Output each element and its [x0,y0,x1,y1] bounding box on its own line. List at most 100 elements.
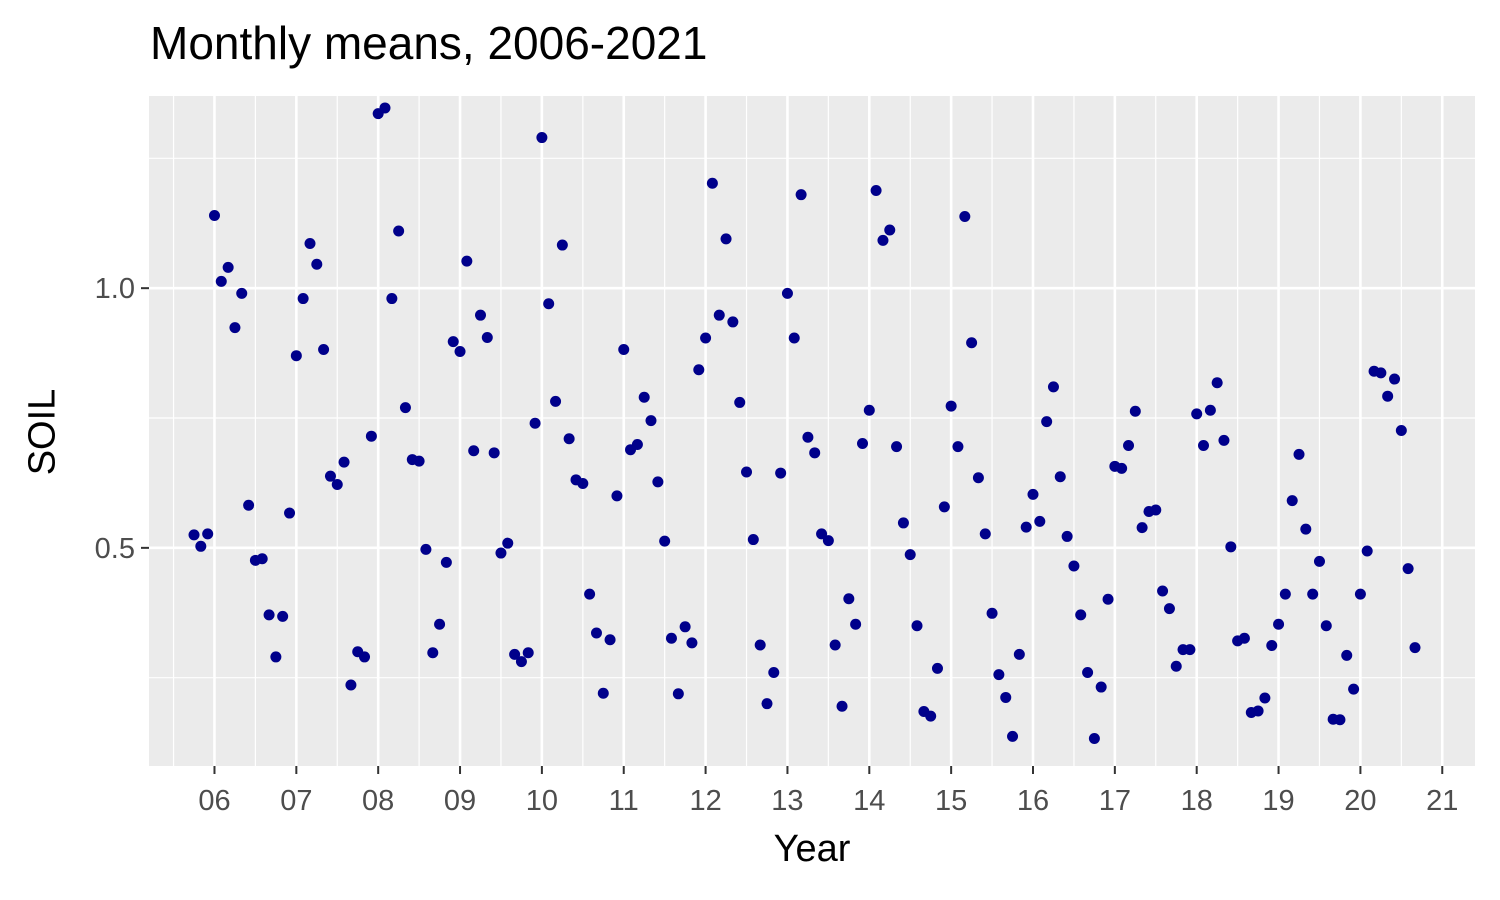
data-point [1300,523,1312,535]
data-point [1293,448,1305,460]
data-point [734,396,746,408]
data-point [1225,541,1237,553]
panel-background [149,96,1475,766]
data-point [345,679,357,691]
data-point [1184,644,1196,656]
data-point [379,102,391,114]
data-point [1157,585,1169,597]
data-point [1034,515,1046,527]
data-point [788,332,800,344]
data-point [359,651,371,663]
data-point [1279,588,1291,600]
data-point [1041,416,1053,428]
data-point [1047,381,1059,393]
data-point [543,298,555,310]
data-point [256,553,268,565]
data-point [768,667,780,679]
data-point [863,404,875,416]
x-tick-label: 16 [1017,785,1049,817]
data-point [1211,377,1223,389]
y-tick-label: 0.5 [95,533,135,565]
data-point [672,688,684,700]
data-point [652,476,664,488]
data-point [877,234,889,246]
data-point [802,431,814,443]
data-point [1354,588,1366,600]
data-point [781,287,793,299]
data-point [904,549,916,561]
data-point [1307,588,1319,600]
data-point [1286,495,1298,507]
x-tick-label: 06 [198,785,230,817]
data-point [468,445,480,457]
data-point [590,627,602,639]
data-point [188,529,200,541]
data-point [747,534,759,546]
data-point [1163,603,1175,615]
data-point [713,309,725,321]
data-point [775,467,787,479]
data-point [1266,640,1278,652]
data-point [222,261,234,273]
x-tick-label: 13 [771,785,803,817]
data-point [1341,649,1353,661]
data-point [959,210,971,222]
data-point [1348,683,1360,695]
x-tick-label: 14 [853,785,885,817]
data-point [966,337,978,349]
data-point [1218,434,1230,446]
data-point [1123,440,1135,452]
x-tick-label: 20 [1344,785,1376,817]
data-point [1020,521,1032,533]
data-point [338,456,350,468]
data-point [618,343,630,355]
data-point [311,258,323,270]
data-point [741,466,753,478]
data-point [584,588,596,600]
data-point [515,656,527,668]
data-point [536,132,548,144]
data-point [1313,555,1325,567]
data-point [1082,667,1094,679]
data-point [1204,404,1216,416]
data-point [665,632,677,644]
data-point [399,402,411,414]
data-point [1095,681,1107,693]
data-point [972,472,984,484]
x-tick-label: 21 [1426,785,1458,817]
data-point [952,441,964,453]
data-point [1191,408,1203,420]
data-point [597,687,609,699]
data-point [1238,632,1250,644]
data-point [215,275,227,287]
data-point [393,225,405,237]
data-point [1259,692,1271,704]
x-tick-label: 07 [280,785,312,817]
data-point [891,441,903,453]
data-point [1389,373,1401,385]
data-point [754,639,766,651]
data-point [911,620,923,632]
data-point [836,700,848,712]
data-point [1375,367,1387,379]
data-point [1102,593,1114,605]
data-point [1252,705,1264,717]
data-point [195,540,207,552]
data-point [1197,440,1209,452]
data-point [659,535,671,547]
data-point [461,255,473,267]
data-point [1402,563,1414,575]
data-point [809,447,821,459]
data-point [297,293,309,305]
data-point [1013,648,1025,660]
x-tick-label: 10 [526,785,558,817]
data-point [1054,471,1066,483]
data-point [986,607,998,619]
data-point [420,543,432,555]
data-point [1361,545,1373,557]
data-point [1061,530,1073,542]
x-tick-label: 11 [609,785,639,817]
data-point [236,287,248,299]
